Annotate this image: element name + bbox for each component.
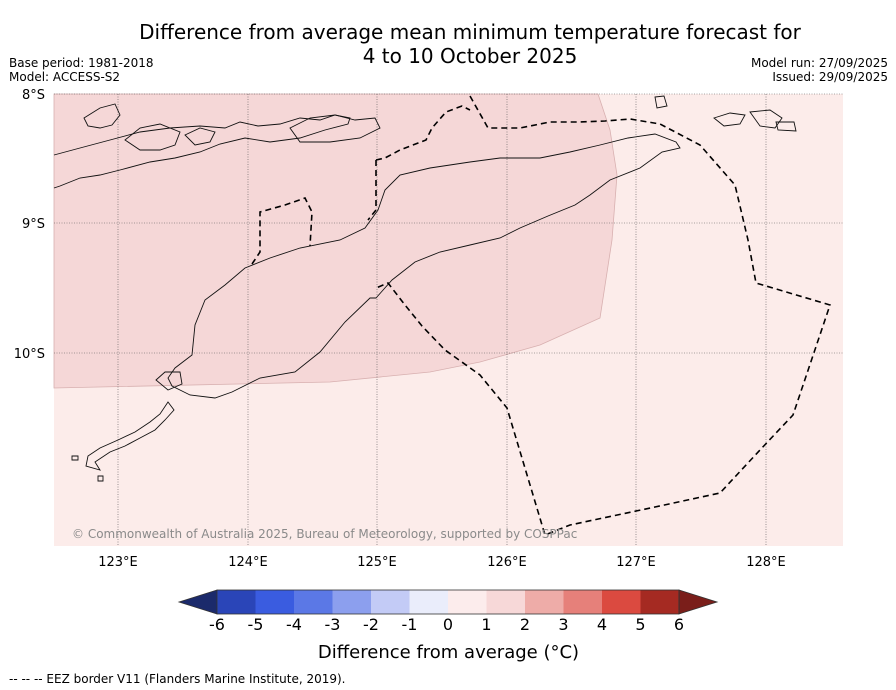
small-island-2 — [71, 455, 79, 461]
title-line-1: Difference from average mean minimum tem… — [139, 20, 801, 44]
colorbar-segment — [563, 590, 602, 614]
colorbar-segment — [332, 590, 371, 614]
east-island-3 — [775, 121, 797, 132]
colorbar-tick: 6 — [674, 615, 684, 634]
lat-label-10s: 10°S — [14, 347, 45, 362]
colorbar-tick: -2 — [363, 615, 379, 634]
colorbar-tick: -4 — [286, 615, 302, 634]
model-name: Model: ACCESS-S2 — [9, 70, 121, 84]
lon-label-125e: 125°E — [357, 555, 397, 570]
map-panel: © Commonwealth of Australia 2025, Bureau… — [53, 93, 843, 546]
alor-island — [289, 114, 381, 143]
title-line-2: 4 to 10 October 2025 — [362, 44, 578, 68]
colorbar-segment — [409, 590, 448, 614]
colorbar-tick: -3 — [325, 615, 341, 634]
meta-right: Model run: 27/09/2025 Issued: 29/09/2025 — [751, 56, 888, 84]
colorbar-tick: 4 — [597, 615, 607, 634]
copyright-text: © Commonwealth of Australia 2025, Bureau… — [72, 527, 577, 541]
rote-island — [155, 371, 183, 391]
eez-border — [251, 95, 832, 537]
colorbar-tick: -6 — [209, 615, 225, 634]
colorbar-segment — [371, 590, 410, 614]
lon-labels: 123°E 124°E 125°E 126°E 127°E 128°E — [98, 555, 786, 570]
colorbar-tick: 1 — [481, 615, 491, 634]
lon-label-127e: 127°E — [616, 555, 656, 570]
flores-north-coast — [83, 103, 121, 129]
colorbar-tick: 3 — [558, 615, 568, 634]
colorbar-segment — [217, 590, 256, 614]
colorbar-segment — [255, 590, 294, 614]
lon-label-123e: 123°E — [98, 555, 138, 570]
colorbar-label: Difference from average (°C) — [317, 642, 580, 663]
wetar-island — [654, 95, 668, 109]
colorbar-tick: 2 — [520, 615, 530, 634]
lat-labels: 8°S 9°S 10°S — [14, 88, 45, 362]
issued-date: Issued: 29/09/2025 — [772, 70, 888, 84]
colorbar-segment — [602, 590, 641, 614]
coastlines — [53, 95, 797, 482]
small-island-1 — [184, 127, 216, 146]
colorbar-segment — [294, 590, 333, 614]
colorbar: -6 -5 -4 -3 -2 -1 0 1 2 3 4 5 6 — [177, 589, 719, 634]
east-island-1 — [713, 112, 746, 127]
legend-footnote: -- -- -- EEZ border V11 (Flanders Marine… — [9, 672, 346, 686]
colorbar-extend-high — [678, 589, 719, 615]
lon-label-126e: 126°E — [487, 555, 527, 570]
colorbar-tick: 5 — [635, 615, 645, 634]
colorbar-segment — [640, 590, 679, 614]
colorbar-tick: -5 — [248, 615, 264, 634]
lat-label-9s: 9°S — [22, 217, 45, 232]
flores-coastline — [53, 114, 351, 189]
colorbar-tick: 0 — [443, 615, 453, 634]
colorbar-extend-low — [177, 589, 218, 615]
colorbar-segment — [486, 590, 525, 614]
base-period: Base period: 1981-2018 — [9, 56, 154, 70]
lon-label-124e: 124°E — [228, 555, 268, 570]
colorbar-segment — [448, 590, 487, 614]
model-run: Model run: 27/09/2025 — [750, 56, 888, 70]
colorbar-segment — [525, 590, 564, 614]
colorbar-frame — [216, 589, 680, 615]
pantar-island — [124, 123, 181, 151]
timor-coastline — [167, 133, 681, 399]
map-title: Difference from average mean minimum tem… — [90, 20, 850, 68]
lat-label-8s: 8°S — [22, 88, 45, 103]
lon-label-128e: 128°E — [746, 555, 786, 570]
graticule — [54, 93, 843, 546]
small-island-3 — [97, 475, 104, 482]
east-island-2 — [749, 109, 783, 129]
colorbar-tick: -1 — [402, 615, 418, 634]
meta-left: Base period: 1981-2018 Model: ACCESS-S2 — [9, 56, 154, 84]
sumba-island — [85, 401, 175, 471]
